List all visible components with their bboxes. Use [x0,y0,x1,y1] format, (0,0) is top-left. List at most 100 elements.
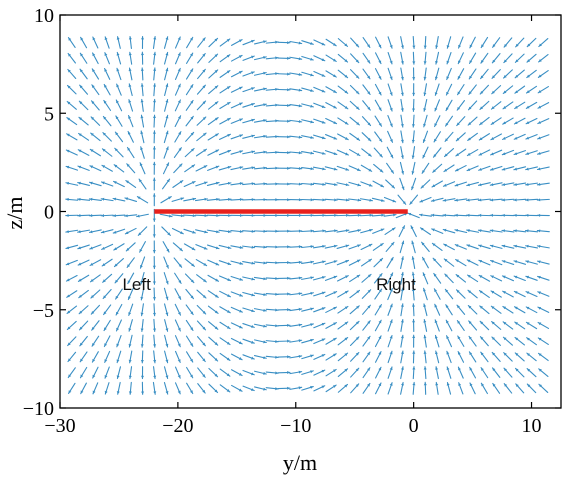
field-arrow [104,382,110,395]
field-arrow [412,350,416,364]
field-arrow [242,276,256,281]
field-arrow [163,272,169,285]
field-arrow [349,100,360,110]
field-arrow [172,242,183,252]
field-arrow [477,198,491,202]
field-arrow [277,245,291,249]
field-arrow [103,99,112,111]
field-arrow [208,336,219,346]
field-arrow [183,197,197,202]
field-arrow [336,149,349,156]
field-arrow [434,99,441,112]
field-arrow [265,292,279,296]
field-arrow [477,182,491,187]
field-arrow [219,133,232,140]
field-arrow [103,319,111,332]
field-arrow [468,351,477,363]
field-arrow [230,70,243,78]
field-arrow [361,148,372,157]
field-arrow [359,213,374,217]
field-arrow [163,36,169,49]
field-arrow [514,53,525,63]
field-arrow [312,213,326,217]
field-arrow [490,305,502,314]
field-arrow [411,177,417,191]
field-arrow [116,335,122,348]
field-arrow [174,366,181,379]
field-arrow [207,290,219,298]
field-arrow [501,213,515,217]
field-arrow [324,275,338,281]
field-arrow [537,69,549,78]
field-arrow [242,182,256,186]
field-arrow [253,198,267,202]
field-arrow [469,382,476,395]
field-arrow [77,197,91,201]
field-arrow [289,229,303,233]
field-arrow [66,133,78,141]
field-arrow [502,305,514,314]
field-arrow [197,68,206,80]
field-arrow [348,259,361,266]
field-arrow [113,243,125,251]
field-arrow [159,213,173,218]
field-arrow [411,271,415,285]
field-arrow [140,51,144,65]
field-arrow [152,36,157,50]
field-arrow [127,130,134,143]
field-arrow [446,366,452,379]
field-arrow [387,334,393,348]
field-arrow [102,288,112,300]
field-arrow [153,83,157,97]
field-arrow [513,229,527,233]
field-arrow [423,287,428,301]
field-arrow [164,303,169,317]
field-arrow [312,244,326,249]
field-arrow [525,166,538,171]
field-arrow [253,213,267,217]
field-arrow [265,56,279,60]
field-arrow [242,213,256,218]
field-arrow [92,382,99,395]
field-arrow [115,115,123,127]
field-arrow [136,196,149,204]
field-arrow [537,291,550,297]
field-arrow [526,37,537,48]
field-arrow [457,351,465,363]
field-arrow [277,41,291,45]
field-arrow [362,335,371,347]
field-arrow [375,382,382,395]
field-arrow [466,165,479,172]
field-arrow [501,133,514,140]
field-arrow [197,383,206,394]
field-arrow [242,118,255,124]
field-arrow [152,161,156,175]
field-arrow [219,352,231,361]
field-arrow [456,304,466,315]
field-arrow [162,162,170,175]
field-arrow [478,149,491,156]
field-arrow [312,182,326,186]
field-arrow [265,182,279,186]
field-arrow [196,320,207,331]
field-arrow [443,148,455,158]
field-arrow [163,146,169,159]
field-arrow [163,130,169,144]
field-arrow [277,182,291,186]
field-arrow [457,84,465,96]
field-arrow [525,260,538,265]
field-arrow [289,135,303,139]
field-arrow [66,84,77,95]
field-arrow [360,258,373,267]
field-arrow [524,198,539,202]
field-arrow [265,276,279,281]
field-arrow [65,165,79,171]
field-arrow [361,289,372,299]
field-arrow [423,366,427,380]
field-arrow [444,131,454,142]
field-arrow [536,166,550,171]
field-arrow [349,305,360,315]
field-arrow [491,367,501,378]
field-arrow [325,306,338,313]
field-arrow [458,382,464,395]
